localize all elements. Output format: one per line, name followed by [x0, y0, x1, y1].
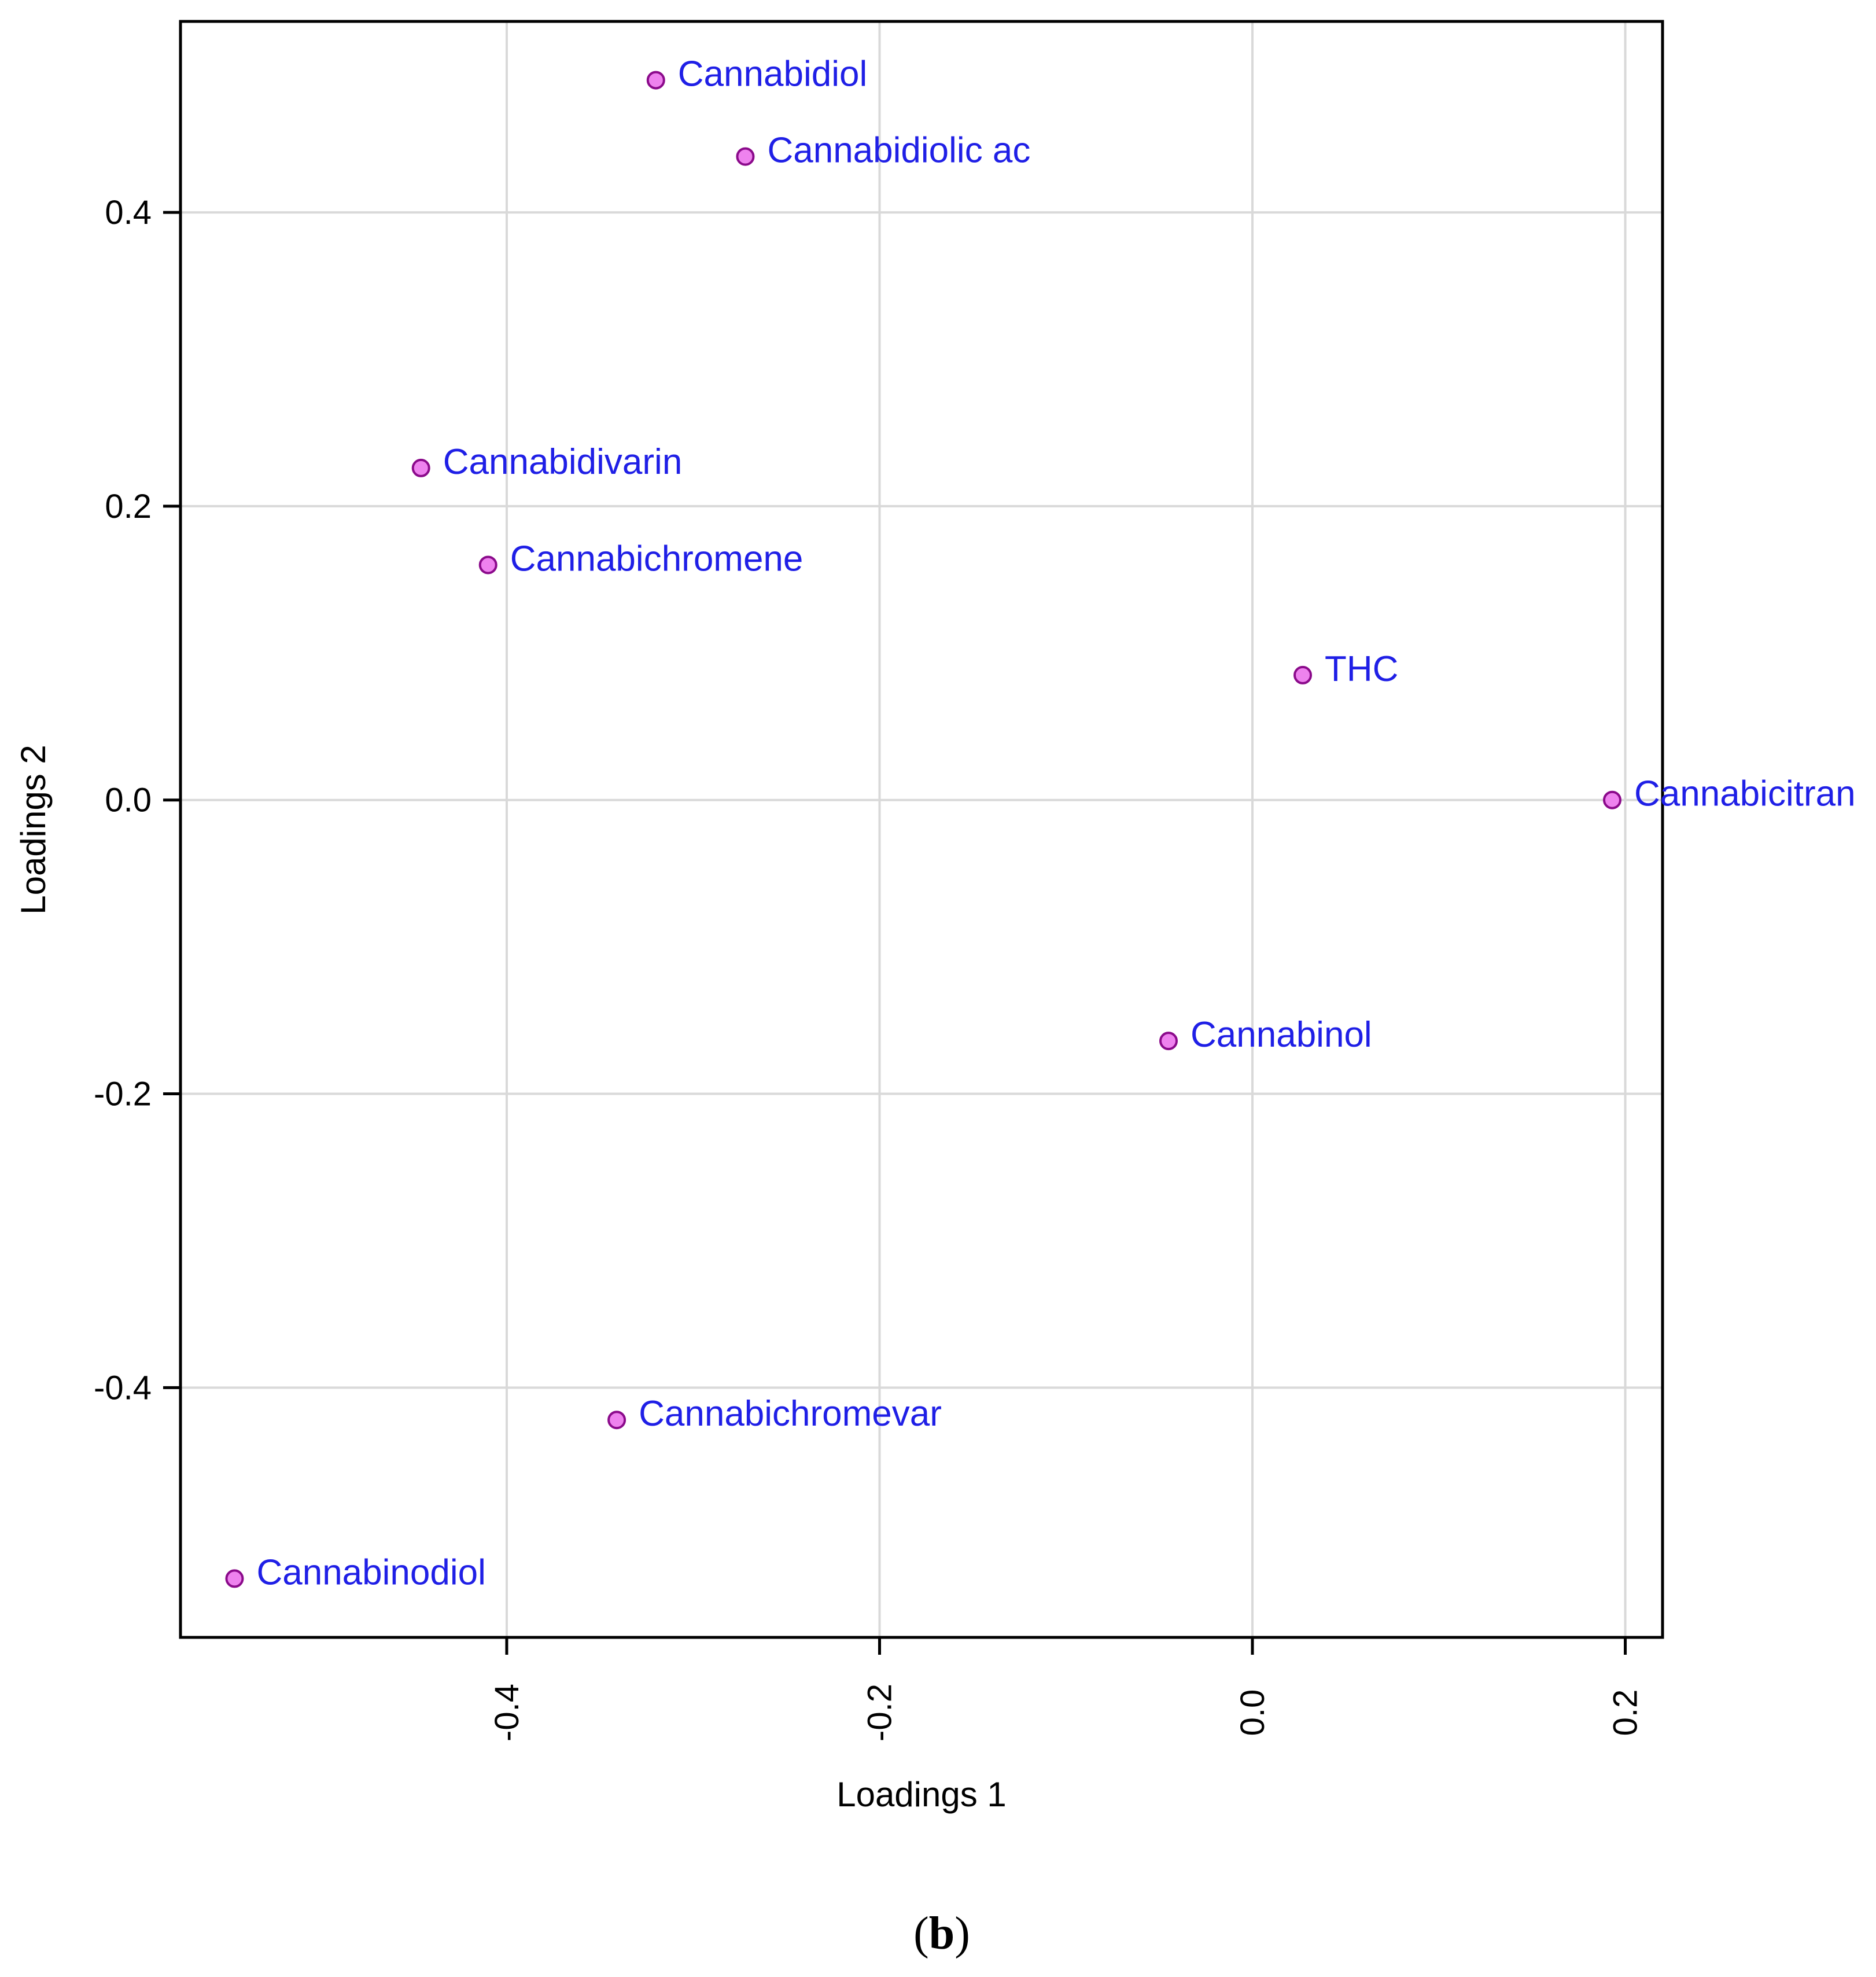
plot-frame [179, 20, 1664, 1639]
point-label: Cannabidivarin [443, 442, 683, 482]
grid-lines [180, 21, 1663, 1637]
point-label: Cannabidiol [678, 54, 867, 94]
data-point [1293, 665, 1313, 684]
data-point [411, 458, 430, 477]
y-tick-label: -0.2 [94, 1076, 152, 1113]
point-label: Cannabicitran [1634, 774, 1856, 814]
data-point [736, 147, 755, 166]
point-label: Cannabinol [1191, 1015, 1372, 1055]
data-point [225, 1569, 244, 1588]
data-point [478, 555, 497, 575]
x-tick-label: 0.2 [1607, 1689, 1645, 1736]
y-tick-label: 0.2 [105, 488, 152, 525]
x-tick-label: -0.2 [861, 1684, 898, 1742]
y-tick-label: -0.4 [94, 1369, 152, 1407]
y-axis-title: Loadings 2 [14, 745, 53, 915]
data-point [1602, 790, 1621, 809]
panel-label-close: ) [954, 1908, 970, 1959]
data-points: Cannabidiol Cannabidiolic ac Cannabidivari… [225, 54, 1856, 1592]
panel-label-open: ( [913, 1908, 929, 1959]
data-point [607, 1411, 626, 1430]
data-point [1159, 1032, 1178, 1051]
point-label: Cannabichromevar [639, 1394, 942, 1434]
panel-label-letter: b [929, 1908, 955, 1959]
point-label: Cannabinodiol [256, 1552, 485, 1592]
y-tick-label: 0.0 [105, 782, 152, 819]
panel-label: (b) [913, 1908, 970, 1959]
x-axis-title: Loadings 1 [836, 1775, 1007, 1814]
point-label: THC [1325, 649, 1398, 689]
x-tick-label: 0.0 [1234, 1689, 1271, 1736]
point-label: Cannabichromene [510, 539, 804, 579]
y-tick-label: 0.4 [105, 194, 152, 231]
x-tick-label: -0.4 [488, 1684, 526, 1742]
point-label: Cannabidiolic ac [767, 131, 1030, 171]
data-point [646, 71, 665, 90]
axes: -0.4 -0.2 0.0 0.2 -0.4 -0.2 0.0 0.2 0.4 [94, 194, 1645, 1742]
